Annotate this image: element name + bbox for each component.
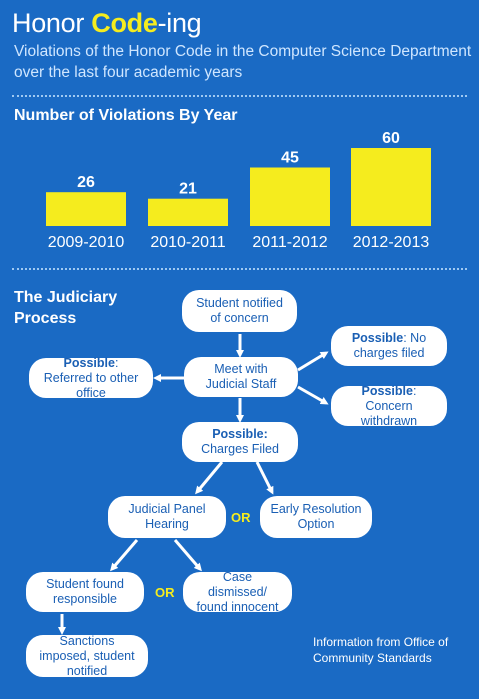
node-concern-withdrawn: Possible: Concern withdrawn: [331, 383, 447, 428]
node-meet-judicial-staff: Meet with Judicial Staff: [184, 357, 298, 397]
bar-2011-2012: [250, 167, 330, 226]
source-note: Information from Office of Community Sta…: [313, 635, 449, 665]
node-referred-other-office: Possible: Referred to other office: [29, 355, 153, 400]
arrow-meet-to-withdrawn: [297, 385, 329, 405]
chart-title: Number of Violations By Year: [14, 107, 238, 124]
or-label-1: OR: [231, 510, 251, 525]
node-judicial-panel-hearing: Judicial Panel Hearing: [108, 496, 226, 538]
charges-text: Charges Filed: [201, 442, 279, 456]
page-subtitle: Violations of the Honor Code in the Comp…: [14, 43, 472, 81]
arrow-meet-to-nocharges: [297, 351, 329, 372]
middle-divider: [12, 268, 467, 270]
bar-value-label: 21: [179, 181, 197, 198]
judiciary-title: The Judiciary Process: [14, 287, 117, 329]
arrow-charges-to-early: [255, 461, 274, 495]
node-sanctions-imposed: Sanctions imposed, student notified: [26, 634, 148, 678]
bar-value-label: 26: [77, 174, 95, 191]
node-no-charges: Possible: No charges filed: [331, 326, 447, 366]
referred-possible: Possible: [63, 355, 115, 370]
judiciary-title-line2: Process: [14, 310, 77, 327]
withdrawn-possible: Possible: [361, 383, 413, 398]
page-title: Honor Code-ing: [12, 6, 202, 40]
bar-2009-2010: [46, 192, 126, 226]
bar-value-label: 45: [281, 150, 299, 167]
x-tick-label: 2009-2010: [48, 234, 125, 251]
or-label-2: OR: [155, 585, 175, 600]
bar-2012-2013: [351, 148, 431, 226]
arrow-panel-to-dismissed: [173, 539, 202, 572]
nocharges-possible: Possible: [351, 331, 404, 345]
bar-2010-2011: [148, 198, 228, 226]
title-highlight: Code: [91, 8, 158, 38]
arrow-panel-to-responsible: [110, 539, 139, 572]
referred-text: : Referred to other office: [43, 355, 139, 400]
node-student-responsible: Student found responsible: [26, 572, 144, 612]
judiciary-title-line1: The Judiciary: [14, 289, 118, 306]
x-tick-label: 2011-2012: [252, 234, 327, 251]
charges-possible: Possible:: [212, 427, 268, 441]
title-prefix: Honor: [12, 8, 92, 38]
bar-value-label: 60: [382, 130, 400, 147]
node-case-dismissed: Case dismissed/ found innocent: [183, 570, 292, 614]
node-early-resolution: Early Resolution Option: [260, 496, 372, 538]
title-suffix: -ing: [157, 8, 202, 38]
x-tick-label: 2012-2013: [353, 234, 430, 251]
arrow-charges-to-panel: [195, 461, 224, 495]
bar-chart: 26 2009-2010 21 2010-2011 45 2011-2012 60 2012-…: [46, 130, 431, 251]
node-student-notified: Student notified of concern: [182, 290, 297, 332]
top-divider: [12, 95, 467, 97]
node-charges-filed: Possible: Charges Filed: [182, 422, 298, 462]
x-tick-label: 2010-2011: [150, 234, 225, 251]
withdrawn-text: : Concern withdrawn: [360, 383, 418, 428]
nocharges-text: : No charges filed: [353, 331, 427, 360]
